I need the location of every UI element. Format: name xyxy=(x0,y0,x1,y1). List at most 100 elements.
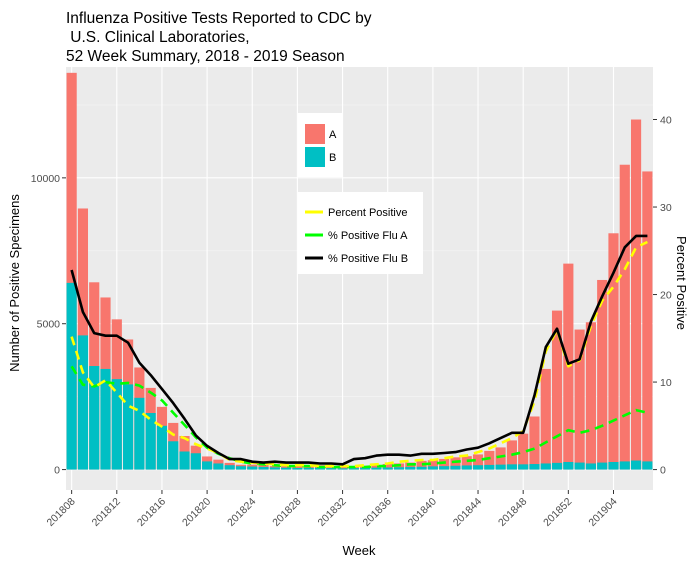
bar-a xyxy=(518,433,529,470)
bar-b xyxy=(574,462,585,470)
bar-b xyxy=(563,461,574,470)
y-left-tick-label: 5000 xyxy=(37,319,61,331)
bar-b xyxy=(382,467,393,470)
bar-a xyxy=(540,368,551,470)
legend-label-percent-positive: Percent Positive xyxy=(328,207,407,219)
bar-b xyxy=(348,468,359,470)
bar-a xyxy=(642,171,653,470)
bar-b xyxy=(134,397,145,470)
line-flu-b xyxy=(70,234,648,466)
bar-b xyxy=(608,461,619,470)
bar-b xyxy=(461,465,472,470)
bar-a xyxy=(585,322,596,470)
bar-b xyxy=(439,466,450,470)
y-right-axis: 0 10 20 30 40 xyxy=(653,115,672,477)
y-right-tick-label: 40 xyxy=(660,115,672,127)
bar-b xyxy=(66,282,77,470)
bar-b xyxy=(427,466,438,470)
bar-b xyxy=(303,467,314,470)
chart-title-line-3: 52 Week Summary, 2018 - 2019 Season xyxy=(66,48,345,65)
bar-a xyxy=(416,460,427,470)
legend-label-a: A xyxy=(329,129,337,141)
lines xyxy=(70,234,648,469)
legend-swatch-b xyxy=(305,147,325,167)
bar-b xyxy=(484,464,495,470)
bar-b xyxy=(619,461,630,470)
line-percent-positive xyxy=(70,240,648,468)
bar-b xyxy=(518,464,529,470)
bar-b xyxy=(281,467,292,470)
legend-fill: A B xyxy=(298,113,343,177)
bar-b xyxy=(371,467,382,470)
x-axis-title: Week xyxy=(343,543,376,558)
chart-title-line-2: U.S. Clinical Laboratories, xyxy=(66,29,250,46)
bar-b xyxy=(168,441,179,470)
bar-a xyxy=(597,279,608,470)
legend-label-flu-b: % Positive Flu B xyxy=(328,253,408,265)
bar-a xyxy=(292,466,303,470)
bar-b xyxy=(337,468,348,470)
bar-b xyxy=(247,466,258,470)
bar-b xyxy=(529,464,540,470)
bar-a xyxy=(495,447,506,470)
legend-swatch-a xyxy=(305,124,325,144)
bar-b xyxy=(472,465,484,470)
bar-b xyxy=(642,461,653,470)
bar-b xyxy=(179,451,190,470)
bar-a xyxy=(461,456,472,470)
bar-b xyxy=(235,466,247,470)
bar-a xyxy=(382,464,393,470)
bar-b xyxy=(224,465,235,470)
bar-b xyxy=(89,366,100,470)
bar-b xyxy=(269,467,280,470)
bar-b xyxy=(111,379,122,470)
bar-b xyxy=(393,467,405,470)
bar-b xyxy=(585,463,596,470)
bar-b xyxy=(202,461,213,470)
bar-b xyxy=(450,465,461,470)
bar-b xyxy=(326,468,337,470)
bar-b xyxy=(77,335,89,470)
y-left-axis: 0 5000 10000 xyxy=(31,173,66,477)
bar-b xyxy=(190,453,201,470)
bar-a xyxy=(472,454,484,470)
y-right-tick-label: 20 xyxy=(660,290,672,302)
bar-b xyxy=(630,460,642,470)
legend-fill-box xyxy=(298,113,343,177)
bar-b xyxy=(416,466,427,470)
bar-b xyxy=(551,462,563,470)
y-left-tick-label: 0 xyxy=(54,465,60,477)
bar-a xyxy=(427,460,438,470)
bar-b xyxy=(314,467,326,470)
bar-b xyxy=(506,464,517,470)
bar-a xyxy=(326,465,337,470)
chart-title-line-1: Influenza Positive Tests Reported to CDC… xyxy=(66,10,372,27)
bar-a xyxy=(484,450,495,470)
y-left-tick-label: 10000 xyxy=(31,173,60,185)
bar-b xyxy=(292,467,303,470)
bar-b xyxy=(156,425,168,470)
bar-a xyxy=(371,465,382,470)
bar-b xyxy=(360,467,371,470)
y-right-tick-label: 10 xyxy=(660,377,672,389)
y-right-tick-label: 0 xyxy=(660,465,666,477)
bar-b xyxy=(145,412,156,470)
bar-b xyxy=(540,463,551,470)
bar-a xyxy=(630,119,642,470)
bar-b xyxy=(213,463,224,470)
legend-lines-box xyxy=(298,192,423,274)
legend-lines: Percent Positive % Positive Flu A % Posi… xyxy=(298,192,423,274)
bar-a xyxy=(551,310,563,470)
legend-label-b: B xyxy=(329,152,336,164)
bar-b xyxy=(495,464,506,470)
bar-a xyxy=(619,164,630,470)
bar-a xyxy=(529,416,540,470)
bar-b xyxy=(597,462,608,470)
bar-a xyxy=(393,463,405,470)
y-left-axis-title: Number of Positive Specimens xyxy=(7,194,22,372)
bar-a xyxy=(337,466,348,470)
bar-b xyxy=(100,368,111,470)
y-right-tick-label: 30 xyxy=(660,202,672,214)
bar-b xyxy=(123,384,134,470)
